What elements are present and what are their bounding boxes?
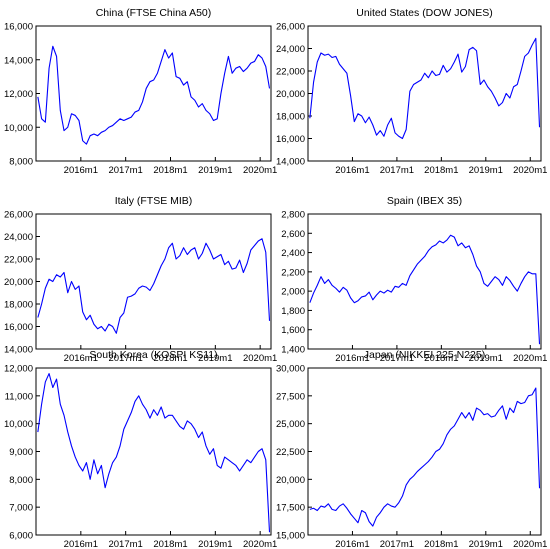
y-tick-label: 1,800 (281, 306, 305, 317)
chart-china: China (FTSE China A50) 8,000 10,000 12,000 1… (4, 7, 277, 176)
series-line-japan (309, 387, 541, 527)
y-tick-label: 26,000 (276, 22, 305, 33)
x-tick-label: 2016m1 (335, 165, 369, 176)
x-tick-label: 2016m1 (335, 353, 369, 364)
y-tick-label: 14,000 (4, 55, 33, 66)
series-line-italy (37, 238, 271, 334)
y-tick-label: 16,000 (4, 322, 33, 333)
y-tick-label: 22,000 (276, 67, 305, 78)
x-tick-label: 2020m1 (513, 165, 547, 176)
y-tick-label: 26,000 (4, 210, 33, 221)
y-tick-label: 16,000 (4, 22, 33, 33)
y-tick-label: 9,000 (9, 447, 33, 458)
series-line-spain (309, 234, 541, 345)
x-tick-label: 2019m1 (198, 165, 232, 176)
x-tick-label: 2017m1 (380, 539, 414, 549)
plot-frame-china (35, 25, 272, 162)
y-tick-label: 27,500 (276, 391, 305, 402)
y-tick-label: 2,600 (281, 229, 305, 240)
chart-title-china: China (FTSE China A50) (96, 7, 212, 19)
y-tick-label: 22,000 (4, 255, 33, 266)
plot-frame-japan (307, 367, 542, 536)
chart-italy: Italy (FTSE MIB) 14,000 16,000 18,000 20,000… (4, 195, 277, 364)
series-line-united-states (309, 37, 541, 140)
x-tick-label: 2020m1 (243, 165, 277, 176)
plot-frame-south-korea (35, 367, 272, 536)
y-tick-label: 7,000 (9, 503, 33, 514)
chart-title-spain: Spain (IBEX 35) (387, 195, 462, 207)
y-tick-label: 22,500 (276, 447, 305, 458)
y-tick-label: 1,400 (281, 345, 305, 356)
plot-frame-spain (307, 213, 542, 350)
x-tick-label: 2020m1 (243, 539, 277, 549)
x-tick-label: 2017m1 (380, 165, 414, 176)
x-tick-label: 2016m1 (335, 539, 369, 549)
x-tick-label: 2018m1 (424, 539, 458, 549)
x-tick-label: 2018m1 (153, 539, 187, 549)
chart-japan: Japan (NIKKEI 225 N225) 15,000 17,500 20,00… (276, 349, 547, 549)
x-tick-label: 2016m1 (64, 539, 98, 549)
y-tick-label: 18,000 (4, 300, 33, 311)
x-tick-label: 2020m1 (513, 539, 547, 549)
y-tick-label: 16,000 (276, 134, 305, 145)
x-tick-label: 2018m1 (424, 353, 458, 364)
y-tick-label: 14,000 (4, 345, 33, 356)
x-tick-label: 2016m1 (64, 165, 98, 176)
x-tick-label: 2020m1 (243, 353, 277, 364)
series-line-china (37, 45, 271, 145)
x-tick-label: 2020m1 (513, 353, 547, 364)
y-tick-label: 1,600 (281, 325, 305, 336)
x-tick-label: 2018m1 (153, 165, 187, 176)
chart-title-united-states: United States (DOW JONES) (356, 7, 493, 19)
y-tick-label: 10,000 (4, 123, 33, 134)
y-tick-label: 25,000 (276, 419, 305, 430)
y-tick-label: 24,000 (4, 232, 33, 243)
chart-title-japan: Japan (NIKKEI 225 N225) (364, 349, 485, 361)
y-tick-label: 12,000 (4, 364, 33, 375)
y-tick-label: 2,000 (281, 287, 305, 298)
chart-south-korea: South Korea (KOSPI KS11) 6,000 7,000 8,000 9… (4, 349, 277, 549)
x-tick-label: 2019m1 (469, 353, 503, 364)
y-tick-label: 18,000 (276, 112, 305, 123)
y-tick-label: 10,000 (4, 419, 33, 430)
x-tick-label: 2018m1 (424, 165, 458, 176)
chart-title-italy: Italy (FTSE MIB) (115, 195, 193, 207)
x-tick-label: 2017m1 (108, 353, 142, 364)
chart-title-south-korea: South Korea (KOSPI KS11) (89, 349, 217, 361)
y-tick-label: 20,000 (276, 89, 305, 100)
x-tick-label: 2018m1 (153, 353, 187, 364)
x-tick-label: 2019m1 (469, 539, 503, 549)
x-tick-label: 2017m1 (108, 539, 142, 549)
chart-united-states: United States (DOW JONES) 14,000 16,000 18,… (276, 7, 547, 176)
y-tick-label: 2,400 (281, 248, 305, 259)
x-tick-label: 2019m1 (198, 539, 232, 549)
y-tick-label: 17,500 (276, 503, 305, 514)
y-tick-label: 30,000 (276, 364, 305, 375)
x-tick-label: 2017m1 (108, 165, 142, 176)
x-tick-label: 2019m1 (469, 165, 503, 176)
y-tick-label: 14,000 (276, 157, 305, 168)
y-tick-label: 2,800 (281, 210, 305, 221)
y-tick-label: 11,000 (5, 391, 33, 402)
y-tick-label: 8,000 (9, 157, 33, 168)
y-tick-label: 20,000 (4, 277, 33, 288)
y-tick-label: 15,000 (276, 531, 305, 542)
x-tick-label: 2016m1 (64, 353, 98, 364)
y-tick-label: 12,000 (4, 89, 33, 100)
x-tick-label: 2019m1 (198, 353, 232, 364)
series-line-south-korea (37, 373, 271, 533)
y-tick-label: 6,000 (9, 531, 33, 542)
chart-spain: Spain (IBEX 35) 1,400 1,600 1,800 2,000 2,200… (281, 195, 547, 364)
y-tick-label: 20,000 (276, 475, 305, 486)
y-tick-label: 24,000 (276, 44, 305, 55)
x-tick-label: 2017m1 (380, 353, 414, 364)
y-tick-label: 8,000 (9, 475, 33, 486)
y-tick-label: 2,200 (281, 267, 305, 278)
